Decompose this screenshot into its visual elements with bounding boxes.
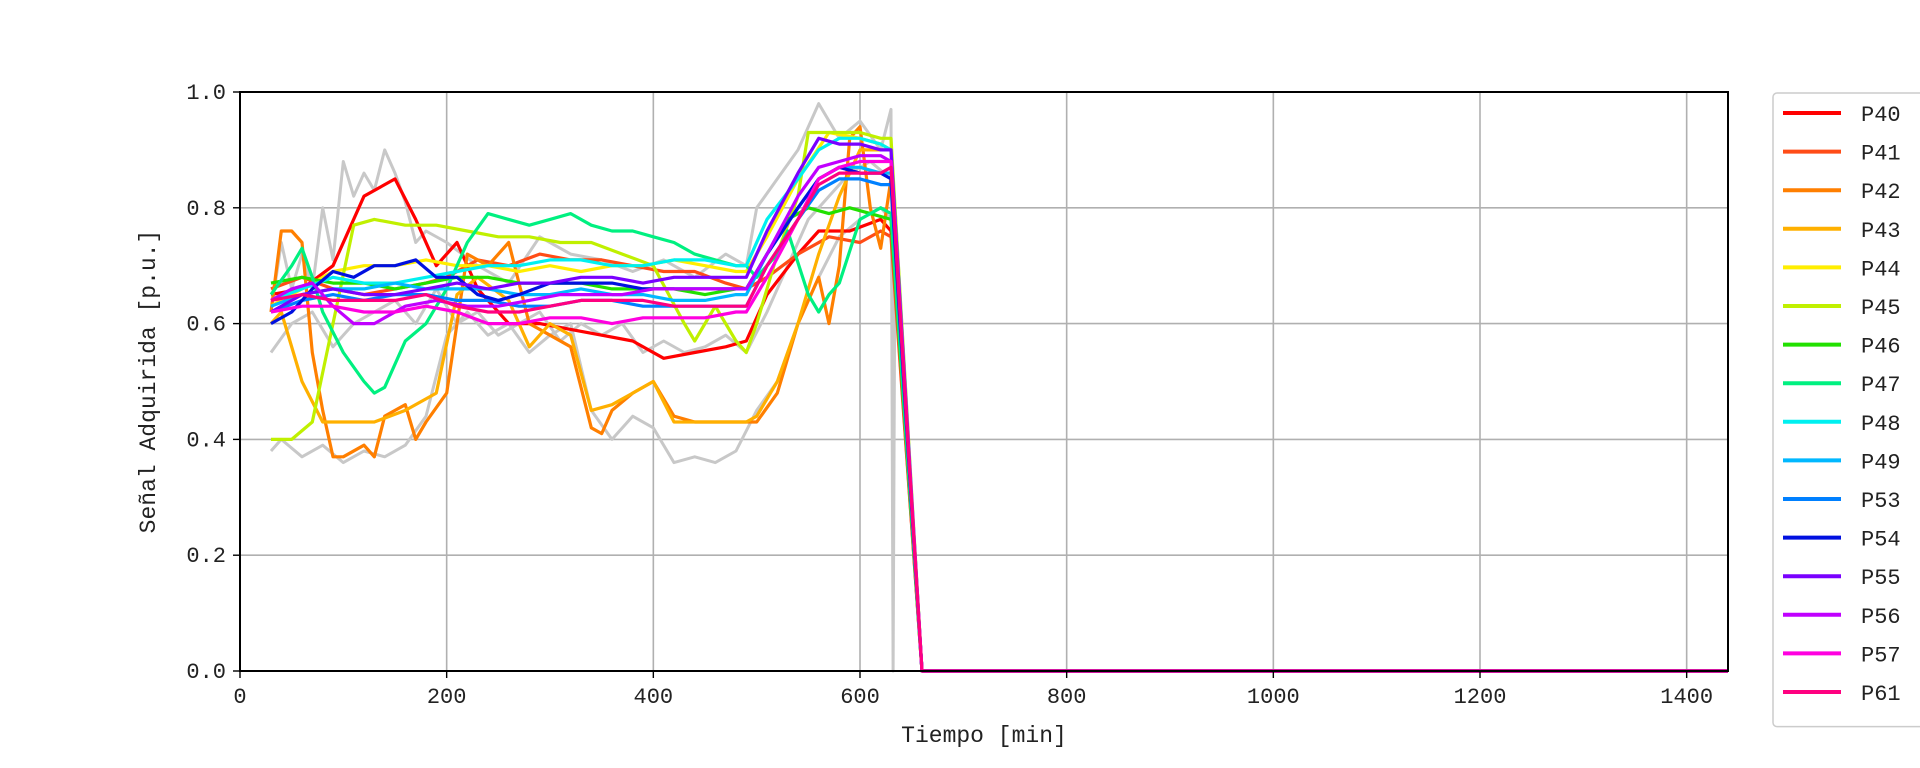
legend-label: P40 <box>1861 103 1901 128</box>
series-line-p61 <box>270 165 1728 673</box>
series-line-p54 <box>270 165 1728 673</box>
y-axis-label: Señal Adquirida [p.u.] <box>136 230 162 534</box>
legend-label: P44 <box>1861 257 1901 282</box>
x-tick-label: 600 <box>840 685 880 710</box>
series-line-p56 <box>270 154 1728 673</box>
legend-label: P54 <box>1861 528 1901 553</box>
legend: P40 P41 P42 P43 P44 P45 P46 P47 P48 P49 P53 P54 P55 P… <box>1772 92 1920 728</box>
legend-label: P42 <box>1861 180 1901 205</box>
y-tick-label: 0.8 <box>186 197 226 222</box>
background-trace <box>269 102 1728 673</box>
legend-label: P53 <box>1861 489 1901 514</box>
background-trace <box>269 160 1728 673</box>
legend-label: P41 <box>1861 142 1901 167</box>
legend-label: P55 <box>1861 566 1901 591</box>
x-tick-label: 1400 <box>1660 685 1713 710</box>
x-tick-label: 1000 <box>1247 685 1300 710</box>
legend-label: P56 <box>1861 605 1901 630</box>
background-traces <box>269 102 1728 673</box>
y-tick-label: 0.4 <box>186 428 226 453</box>
x-tick-label: 0 <box>233 685 246 710</box>
grid <box>240 92 1728 671</box>
y-tick-label: 0.6 <box>186 313 226 338</box>
series-line-p45 <box>271 130 1728 673</box>
plot-frame <box>239 91 1729 672</box>
series-line-p57 <box>270 159 1728 673</box>
series-line-p53 <box>270 177 1728 673</box>
legend-label: P61 <box>1861 682 1901 707</box>
series-lines <box>269 125 1728 673</box>
legend-box <box>1772 92 1920 728</box>
series-line-p43 <box>269 148 1728 673</box>
legend-label: P46 <box>1861 335 1901 360</box>
legend-label: P49 <box>1861 450 1901 475</box>
x-tick-label: 400 <box>634 685 674 710</box>
y-tick-label: 1.0 <box>186 81 226 106</box>
legend-label: P43 <box>1861 219 1901 244</box>
legend-label: P48 <box>1861 412 1901 437</box>
series-line-p55 <box>270 136 1728 673</box>
x-tick-label: 200 <box>427 685 467 710</box>
series-line-p47 <box>269 206 1728 673</box>
y-tick-label: 0.0 <box>186 660 226 685</box>
legend-label: P57 <box>1861 643 1901 668</box>
y-tick-label: 0.2 <box>186 544 226 569</box>
legend-label: P47 <box>1861 373 1901 398</box>
series-line-p49 <box>270 165 1728 673</box>
x-tick-label: 1200 <box>1454 685 1507 710</box>
series-line-p40 <box>270 177 1728 673</box>
legend-label: P45 <box>1861 296 1901 321</box>
axis-ticks: 0 200 400 600 800 1000 1200 1400 0.0 0.2 0.4 0.6 0.8… <box>186 81 1713 710</box>
x-tick-label: 800 <box>1047 685 1087 710</box>
series-line-p48 <box>270 136 1728 673</box>
x-axis-label: Tiempo [min] <box>901 723 1067 749</box>
